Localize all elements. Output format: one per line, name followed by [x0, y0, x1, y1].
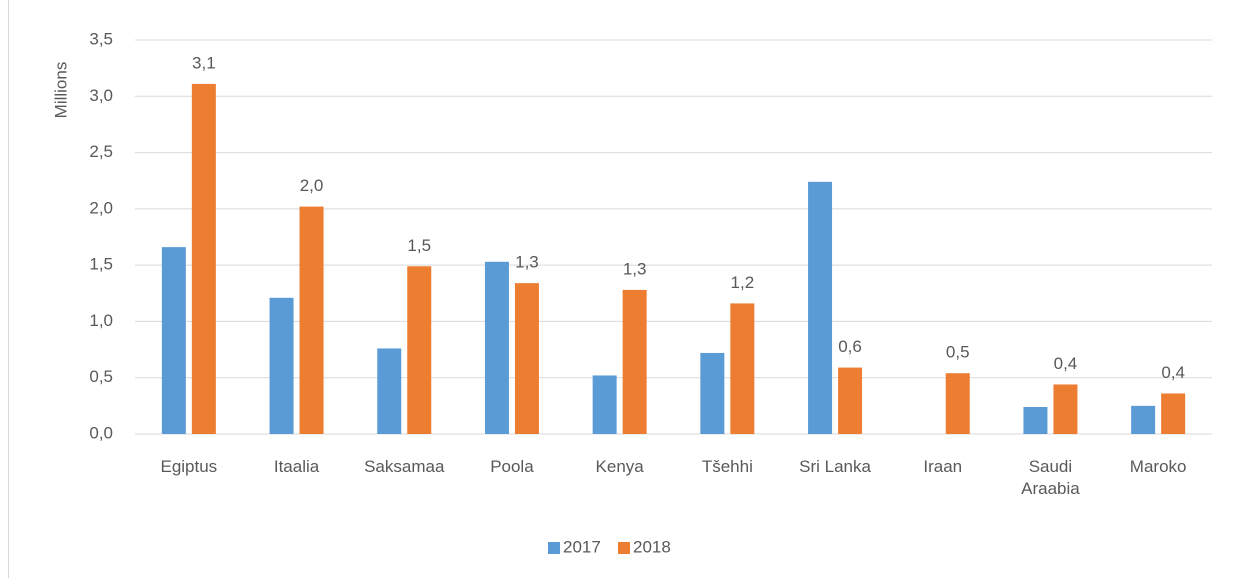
bar: [838, 367, 863, 434]
y-tick-label: 3,0: [89, 86, 113, 105]
data-label: 0,4: [1054, 354, 1078, 373]
y-axis-title: Millions: [51, 62, 70, 119]
x-tick-label: Saksamaa: [364, 457, 445, 476]
bar: [622, 289, 647, 434]
legend-label: 2017: [563, 537, 601, 556]
bar: [1131, 405, 1156, 434]
bar: [1053, 384, 1078, 434]
bar: [191, 83, 216, 434]
x-tick-label: Egiptus: [160, 457, 218, 476]
bar: [945, 373, 970, 434]
legend-label: 2018: [633, 537, 671, 556]
legend-swatch: [548, 542, 560, 554]
bar: [269, 297, 294, 434]
data-label: 1,3: [515, 253, 539, 272]
x-tick-label: Poola: [490, 457, 534, 476]
x-tick-label: Kenya: [595, 457, 644, 476]
y-tick-label: 1,0: [89, 311, 113, 330]
y-tick-label: 0,0: [89, 423, 113, 442]
data-label: 3,1: [192, 53, 216, 72]
x-tick-label: Tšehhi: [701, 457, 753, 476]
data-label: 1,2: [731, 273, 755, 292]
bar: [514, 283, 539, 434]
x-tick-label: Iraan: [923, 457, 963, 476]
data-label: 0,4: [1161, 363, 1185, 382]
bar: [808, 181, 833, 434]
y-tick-label: 0,5: [89, 367, 113, 386]
bar: [730, 303, 755, 434]
y-tick-label: 3,5: [89, 29, 113, 48]
bar: [377, 348, 402, 434]
y-tick-label: 1,5: [89, 255, 113, 274]
data-label: 0,5: [946, 343, 970, 362]
data-label: 1,5: [407, 236, 431, 255]
bar: [407, 266, 432, 434]
bar: [1161, 393, 1186, 434]
legend-swatch: [618, 542, 630, 554]
bar: [299, 206, 324, 434]
data-label: 2,0: [300, 176, 324, 195]
x-tick-label: Saudi Araabia: [1021, 457, 1080, 498]
data-label: 1,3: [623, 259, 647, 278]
y-tick-label: 2,0: [89, 198, 113, 217]
x-tick-label: Itaalia: [273, 457, 320, 476]
bar: [592, 375, 617, 434]
bar: [1023, 406, 1048, 434]
x-tick-label: Sri Lanka: [799, 457, 871, 476]
bar: [484, 261, 509, 434]
bar: [700, 352, 725, 434]
x-tick-label: Maroko: [1129, 457, 1187, 476]
data-label: 0,6: [838, 337, 862, 356]
y-tick-label: 2,5: [89, 142, 113, 161]
bar: [161, 247, 186, 434]
chart-border: [8, 0, 9, 578]
